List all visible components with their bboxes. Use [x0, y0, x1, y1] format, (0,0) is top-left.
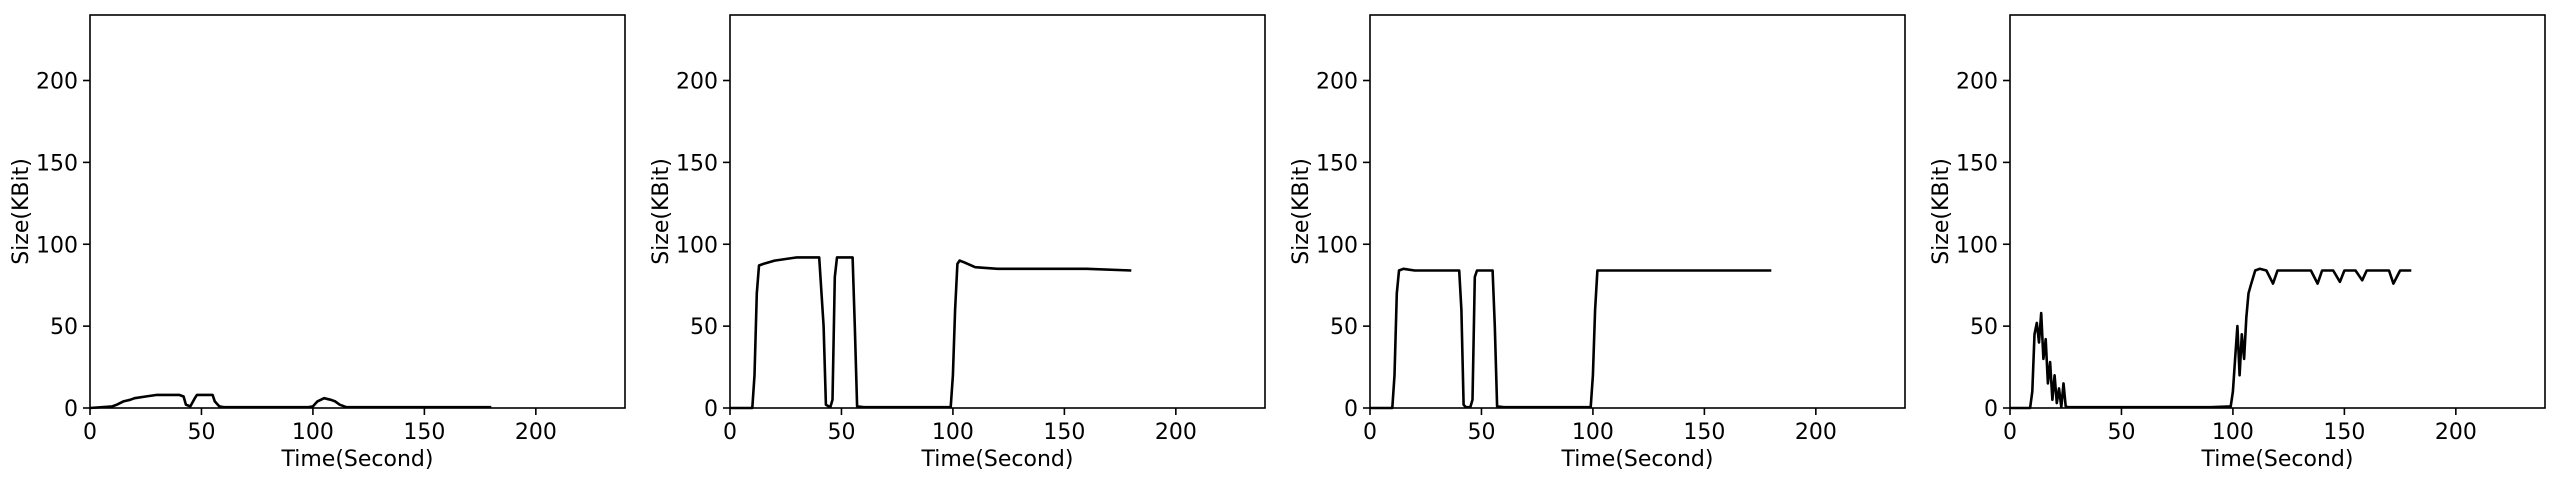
y-tick-label: 50: [1970, 315, 1998, 340]
x-tick-label: 100: [292, 420, 334, 445]
chart-panel-2: 0 50 100 150 200 0 50 100 150 200 Time(Second) Size…: [649, 14, 1266, 472]
y-tick-label: 150: [36, 151, 78, 176]
x-tick-label: 0: [723, 420, 737, 445]
y-tick-label: 150: [676, 151, 718, 176]
y-tick-label: 150: [1316, 151, 1358, 176]
x-tick-label: 100: [932, 420, 974, 445]
x-tick-label: 200: [2435, 420, 2477, 445]
y-tick-label: 100: [36, 233, 78, 258]
y-tick-label: 0: [1344, 397, 1358, 422]
y-tick-label: 100: [1956, 233, 1998, 258]
x-axis-label: Time(Second): [921, 447, 1074, 472]
y-axis-label: Size(KBit): [649, 158, 674, 265]
y-tick-label: 0: [1984, 397, 1998, 422]
series-line-1: [730, 256, 1132, 410]
y-tick-label: 50: [50, 315, 78, 340]
y-tick-label: 150: [1956, 151, 1998, 176]
y-tick-label: 200: [36, 70, 78, 95]
y-axis-label: Size(KBit): [1929, 158, 1954, 265]
x-tick-label: 50: [187, 420, 215, 445]
x-axis-label: Time(Second): [1561, 447, 1714, 472]
x-axis-label: Time(Second): [281, 447, 434, 472]
chart-panel-1: 0 50 100 150 200 0 50 100 150 200 Time(Second) Size…: [9, 14, 626, 472]
x-tick-label: 50: [2107, 420, 2135, 445]
x-tick-label: 100: [1572, 420, 1614, 445]
plot-frame: [729, 14, 1266, 409]
x-tick-label: 200: [515, 420, 557, 445]
x-tick-label: 100: [2212, 420, 2254, 445]
y-axis-label: Size(KBit): [1289, 158, 1314, 265]
x-tick-label: 0: [2003, 420, 2017, 445]
x-tick-label: 200: [1155, 420, 1197, 445]
y-axis-label: Size(KBit): [9, 158, 34, 265]
x-tick-label: 0: [83, 420, 97, 445]
series-line-1: [2010, 267, 2412, 410]
y-tick-label: 100: [676, 233, 718, 258]
x-tick-label: 150: [2323, 420, 2365, 445]
x-axis-label: Time(Second): [2201, 447, 2354, 472]
x-tick-label: 150: [1043, 420, 1085, 445]
x-tick-label: 200: [1795, 420, 1837, 445]
series-line-1: [89, 393, 492, 410]
y-tick-label: 50: [1330, 315, 1358, 340]
chart-panel-3: 0 50 100 150 200 0 50 100 150 200 Time(Second) Size…: [1289, 14, 1906, 472]
plot-frame: [2009, 14, 2546, 409]
series-line-1: [1370, 267, 1772, 410]
chart-panel-4: 0 50 100 150 200 0 50 100 150 200 Time(Second) Size…: [1929, 14, 2546, 472]
y-tick-label: 0: [64, 397, 78, 422]
x-tick-label: 50: [1467, 420, 1495, 445]
plot-frame: [1369, 14, 1906, 409]
x-tick-label: 150: [1683, 420, 1725, 445]
y-tick-label: 50: [690, 315, 718, 340]
y-tick-label: 100: [1316, 233, 1358, 258]
x-tick-label: 0: [1363, 420, 1377, 445]
y-tick-label: 200: [1956, 70, 1998, 95]
x-tick-label: 50: [827, 420, 855, 445]
y-tick-label: 200: [676, 70, 718, 95]
x-tick-label: 150: [403, 420, 445, 445]
plot-frame: [89, 14, 626, 409]
y-tick-label: 0: [704, 397, 718, 422]
y-tick-label: 200: [1316, 70, 1358, 95]
